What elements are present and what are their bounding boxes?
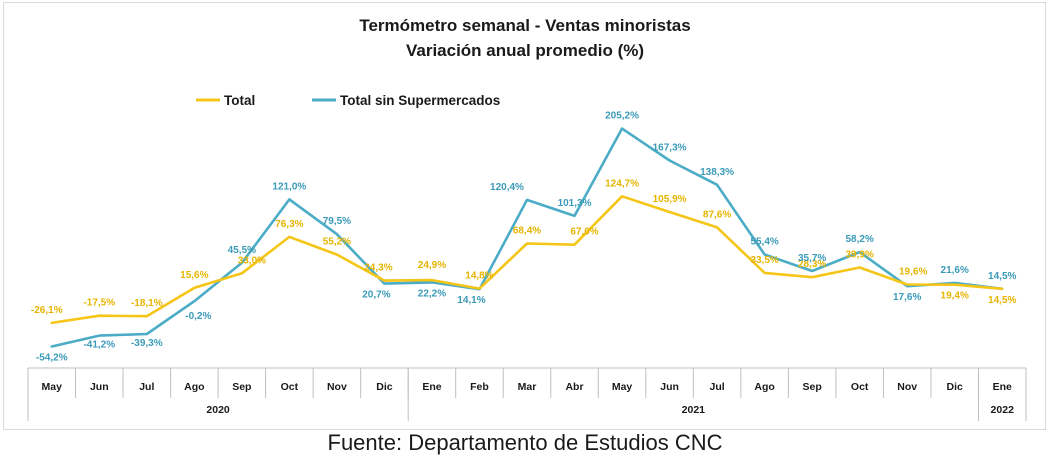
chart-frame: Termómetro semanal - Ventas minoristas V… (3, 2, 1046, 430)
x-tick-label: Jul (710, 381, 725, 393)
x-tick-label: Ago (754, 381, 774, 393)
x-tick-label: Sep (232, 381, 251, 393)
legend-label-total: Total (224, 93, 255, 108)
data-label-sin-supermercados: 121,0% (272, 181, 306, 192)
x-tick-label: Dic (376, 381, 393, 393)
x-tick-label: Sep (803, 381, 822, 393)
x-tick-label: Abr (565, 381, 583, 393)
data-label-sin-supermercados: -54,2% (36, 353, 68, 364)
data-label-total: 67,0% (570, 227, 598, 238)
data-label-total: 19,6% (899, 267, 927, 278)
data-label-sin-supermercados: 138,3% (700, 167, 734, 178)
data-label-sin-supermercados: 101,3% (558, 198, 592, 209)
data-label-sin-supermercados: 14,5% (988, 271, 1016, 282)
data-label-sin-supermercados: 35,7% (798, 253, 826, 264)
data-label-sin-supermercados: -0,2% (185, 311, 211, 322)
data-label-total: 124,7% (605, 178, 639, 189)
data-label-sin-supermercados: 205,2% (605, 111, 639, 122)
chart-subtitle: Variación anual promedio (%) (406, 41, 644, 60)
x-tick-label: Oct (281, 381, 299, 393)
x-tick-label: Mar (518, 381, 537, 393)
line-chart: Termómetro semanal - Ventas minoristas V… (27, 16, 1027, 421)
data-label-total: 105,9% (653, 194, 687, 205)
x-tick-label: Ago (184, 381, 204, 393)
year-label: 2022 (991, 404, 1015, 416)
data-labels: -26,1% -17,5% -18,1% 15,6% 33,0% 76,3% 55,2% 24… (31, 111, 1017, 364)
source-note: Fuente: Departamento de Estudios CNC (327, 430, 723, 455)
data-label-total: 24,3% (364, 263, 392, 274)
x-tick-label: Jun (90, 381, 109, 393)
series-line-sin-supermercados (50, 127, 1004, 348)
x-axis: May Jun Jul Ago Sep Oct Nov Dic Ene Feb Mar Abr May J… (27, 367, 1027, 421)
x-tick-label: Jun (660, 381, 679, 393)
data-label-sin-supermercados: 14,1% (457, 295, 485, 306)
year-label: 2021 (682, 404, 706, 416)
x-tick-label: Dic (947, 381, 964, 393)
series-line-total (50, 195, 1004, 325)
data-label-sin-supermercados: 22,2% (418, 288, 446, 299)
data-label-total: 15,6% (180, 270, 208, 281)
chart-title: Termómetro semanal - Ventas minoristas (359, 16, 690, 35)
data-label-total: 14,5% (988, 295, 1016, 306)
data-label-total: -17,5% (83, 298, 115, 309)
x-tick-label: May (42, 381, 63, 393)
x-tick-label: Nov (897, 381, 917, 393)
data-label-sin-supermercados: 17,6% (893, 292, 921, 303)
data-label-total: 24,9% (418, 260, 446, 271)
data-label-sin-supermercados: 45,5% (228, 245, 256, 256)
data-label-total: -26,1% (31, 305, 63, 316)
data-label-sin-supermercados: 79,5% (323, 216, 351, 227)
data-label-total: 33,5% (750, 255, 778, 266)
year-label: 2020 (206, 404, 230, 416)
data-label-sin-supermercados: 21,6% (941, 265, 969, 276)
data-label-total: 87,6% (703, 209, 731, 220)
data-label-sin-supermercados: 55,4% (750, 236, 778, 247)
x-tick-label: Nov (327, 381, 347, 393)
plot-area (50, 127, 1004, 348)
data-label-sin-supermercados: -39,3% (131, 338, 163, 349)
data-label-sin-supermercados: 167,3% (653, 142, 687, 153)
data-label-total: 14,8% (465, 271, 493, 282)
x-tick-label: Oct (851, 381, 869, 393)
x-tick-label: May (612, 381, 633, 393)
data-label-total: 39,9% (845, 249, 873, 260)
data-label-total: 68,4% (513, 226, 541, 237)
x-tick-label: Ene (993, 381, 1012, 393)
legend-label-sin-supermercados: Total sin Supermercados (340, 93, 500, 108)
data-label-total: 55,2% (323, 237, 351, 248)
x-tick-label: Jul (139, 381, 154, 393)
data-label-total: 76,3% (275, 219, 303, 230)
x-tick-label: Feb (470, 381, 489, 393)
legend: Total Total sin Supermercados (196, 93, 500, 108)
data-label-sin-supermercados: 120,4% (490, 182, 524, 193)
x-tick-label: Ene (422, 381, 441, 393)
data-label-total: 19,4% (941, 291, 969, 302)
data-label-sin-supermercados: 58,2% (845, 234, 873, 245)
data-label-total: 33,0% (238, 255, 266, 266)
data-label-total: 28,3% (798, 259, 826, 270)
data-label-sin-supermercados: -41,2% (83, 340, 115, 351)
data-label-total: -18,1% (131, 298, 163, 309)
data-label-sin-supermercados: 20,7% (362, 290, 390, 301)
